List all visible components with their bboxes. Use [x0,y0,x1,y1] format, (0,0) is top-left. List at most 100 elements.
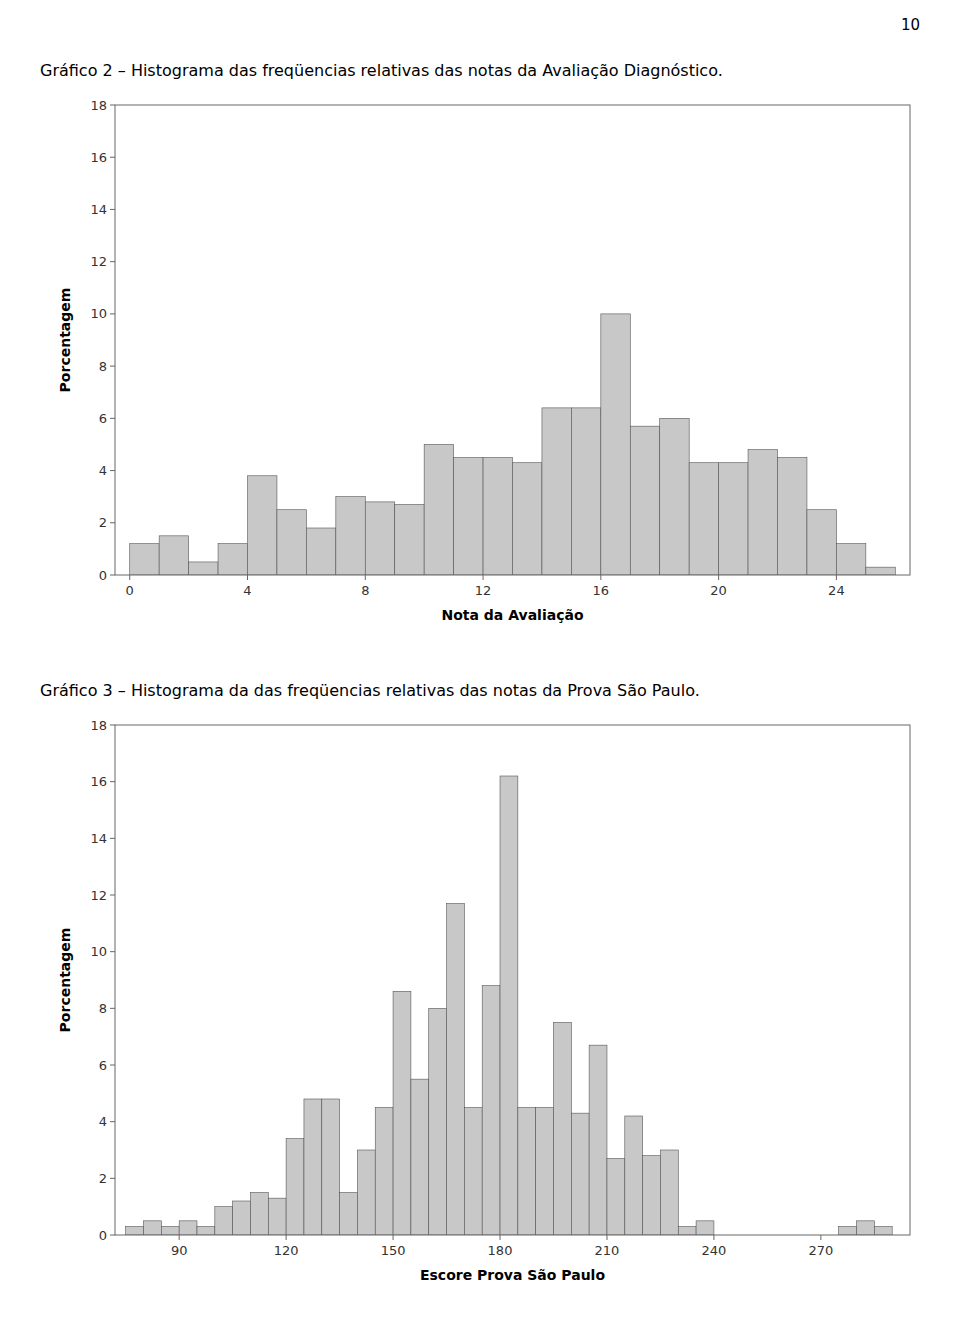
x-tick [600,575,601,580]
page-number: 10 [901,16,920,34]
histogram-bar [395,505,424,576]
x-tick-label: 0 [126,583,134,598]
x-tick [500,1235,501,1240]
x-tick-label: 120 [274,1243,299,1258]
histogram-bar [482,986,500,1235]
histogram-bar [660,418,689,575]
y-tick-label: 12 [90,254,107,269]
y-tick-label: 18 [90,718,107,733]
x-tick [718,575,719,580]
histogram-bar [159,536,188,575]
histogram-bar [454,458,483,576]
histogram-bar [589,1045,607,1235]
histogram-bar [874,1227,892,1236]
y-tick-label: 12 [90,888,107,903]
y-tick [110,522,115,523]
x-tick [836,575,837,580]
histogram-bar [660,1150,678,1235]
x-tick [606,1235,607,1240]
histogram-bar [429,1008,447,1235]
histogram-bar [304,1099,322,1235]
chart-title: Gráfico 3 – Histograma da das freqüencia… [40,681,700,700]
histogram-bar [215,1207,233,1235]
y-tick [110,105,115,106]
x-tick [179,1235,180,1240]
x-tick-label: 4 [243,583,251,598]
y-tick [110,157,115,158]
histogram-bar [625,1116,643,1235]
histogram-bar [336,497,365,575]
x-tick-label: 150 [381,1243,406,1258]
y-tick-label: 0 [99,568,107,583]
chart: Gráfico 2 – Histograma das freqüencias r… [40,61,910,623]
x-tick [365,575,366,580]
histogram-bar [250,1193,268,1236]
y-tick-label: 14 [90,202,107,217]
x-tick-label: 8 [361,583,369,598]
y-tick [110,781,115,782]
plot-frame [115,105,910,575]
histogram-bar [857,1221,875,1235]
y-tick-label: 6 [99,411,107,426]
histogram-bar [748,450,777,575]
x-tick-label: 90 [171,1243,188,1258]
y-tick-label: 16 [90,150,107,165]
x-tick-label: 12 [475,583,492,598]
histogram-bar [643,1156,661,1235]
x-tick [129,575,130,580]
histogram-bar [500,776,518,1235]
page: 10 Gráfico 2 – Histograma das freqüencias… [0,0,960,1327]
y-tick-label: 6 [99,1058,107,1073]
x-tick-label: 240 [702,1243,727,1258]
histogram-bar [277,510,306,575]
histogram-bar [601,314,630,575]
chart-title: Gráfico 2 – Histograma das freqüencias r… [40,61,723,80]
x-tick [713,1235,714,1240]
y-tick [110,1235,115,1236]
histogram-bar [518,1108,536,1236]
plot-frame [115,725,910,1235]
x-axis-label: Nota da Avaliação [441,607,583,623]
x-tick-label: 210 [595,1243,620,1258]
histogram-bar [286,1139,304,1235]
histogram-bar [357,1150,375,1235]
y-tick [110,261,115,262]
histogram-bar [365,502,394,575]
histogram-bar [393,991,411,1235]
histogram-bar [322,1099,340,1235]
histogram-bar [424,444,453,575]
y-tick [110,313,115,314]
y-tick-label: 2 [99,1171,107,1186]
y-tick-label: 16 [90,774,107,789]
y-tick [110,1178,115,1179]
histogram-bar [553,1023,571,1236]
histogram-bar [696,1221,714,1235]
histogram-bar [144,1221,162,1235]
y-tick [110,1065,115,1066]
bars [130,314,896,575]
histogram-bar [375,1108,393,1236]
x-tick-label: 20 [710,583,727,598]
histogram-bar [483,458,512,576]
histogram-bar [866,567,895,575]
histogram-bar [218,544,247,575]
x-axis-label: Escore Prova São Paulo [420,1267,605,1283]
histogram-bar [447,904,465,1236]
histogram-bar [536,1108,554,1236]
histogram-bar [778,458,807,576]
histogram-bar [411,1079,429,1235]
histogram-bar [464,1108,482,1236]
y-tick-label: 8 [99,359,107,374]
y-axis-label: Porcentagem [57,288,73,393]
histogram-bar [719,463,748,575]
x-tick [820,1235,821,1240]
y-tick [110,209,115,210]
y-tick-label: 4 [99,463,107,478]
y-tick-label: 2 [99,515,107,530]
histogram-bar [689,463,718,575]
x-tick [483,575,484,580]
y-tick [110,1008,115,1009]
y-tick-label: 18 [90,98,107,113]
histogram-bar [836,544,865,575]
histogram-bar [268,1198,286,1235]
